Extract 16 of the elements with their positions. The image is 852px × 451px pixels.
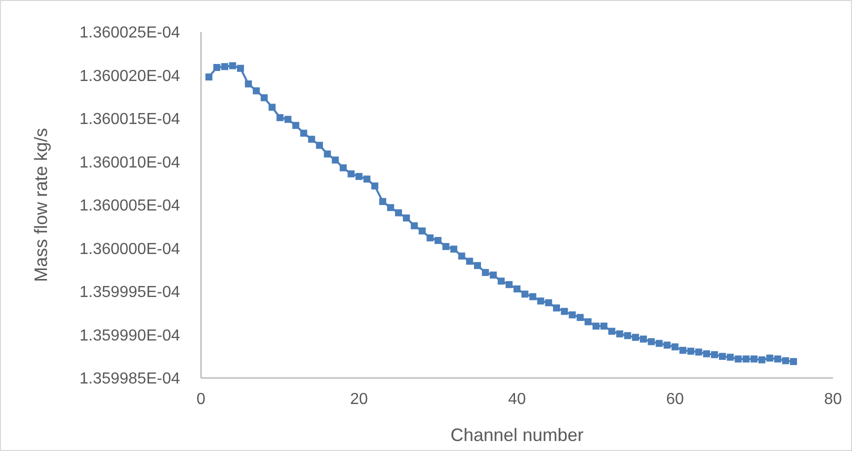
x-axis-title: Channel number <box>450 425 584 445</box>
x-tick-label: 40 <box>508 391 526 408</box>
y-tick-label: 1.360005E-04 <box>79 198 180 215</box>
y-tick-label: 1.360000E-04 <box>79 240 180 258</box>
x-tick-label: 0 <box>196 391 206 408</box>
y-tick-label: 1.360010E-04 <box>79 154 180 172</box>
y-tick-label: 1.359985E-04 <box>79 370 180 388</box>
x-tick-label: 60 <box>666 391 684 408</box>
x-tick-label: 80 <box>824 391 842 408</box>
y-axis-title: Mass flow rate kg/s <box>31 128 51 282</box>
x-tick-label: 20 <box>350 391 368 408</box>
y-tick-label: 1.359990E-04 <box>79 327 180 344</box>
y-tick-label: 1.360025E-04 <box>79 24 180 42</box>
y-tick-label: 1.360015E-04 <box>79 111 180 128</box>
y-tick-label: 1.360020E-04 <box>79 68 180 85</box>
y-tick-label: 1.359995E-04 <box>79 284 180 302</box>
